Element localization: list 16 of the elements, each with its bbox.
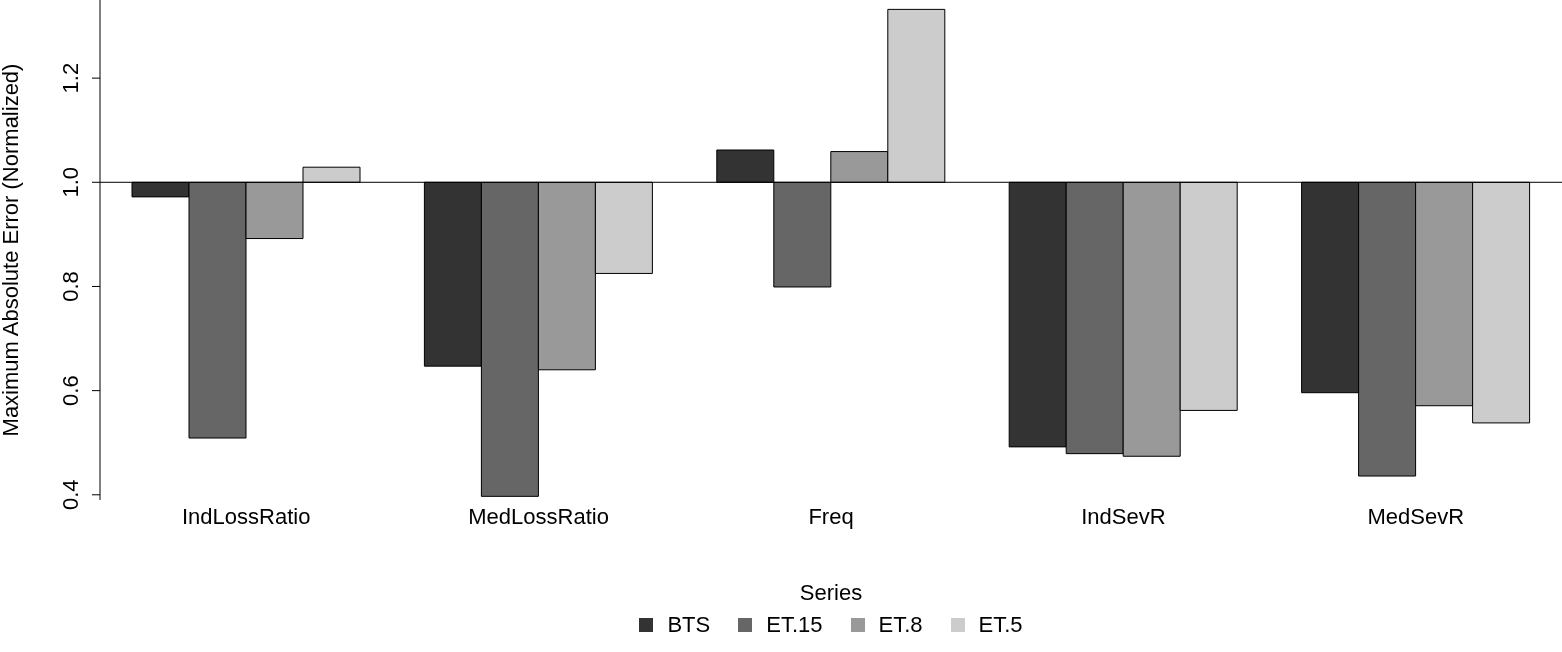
legend-label: ET.15 bbox=[766, 612, 823, 638]
legend-label: ET.8 bbox=[878, 612, 923, 638]
y-tick-label: 1.2 bbox=[58, 62, 83, 94]
y-axis-title: Maximum Absolute Error (Normalized) bbox=[0, 63, 23, 437]
legend-title: Series bbox=[799, 580, 863, 606]
x-tick-label: MedLossRatio bbox=[468, 503, 609, 529]
x-tick-label: IndLossRatio bbox=[181, 503, 311, 529]
y-tick-label: 0.8 bbox=[58, 271, 83, 302]
y-tick-label: 1.0 bbox=[58, 166, 83, 198]
y-tick-label: 0.4 bbox=[58, 479, 83, 511]
legend-label: ET.5 bbox=[978, 612, 1023, 638]
legend-label: BTS bbox=[667, 612, 711, 638]
y-tick-label: 0.6 bbox=[58, 375, 83, 406]
x-tick-label: MedSevR bbox=[1367, 503, 1465, 529]
x-tick-label: IndSevR bbox=[1081, 503, 1166, 529]
x-tick-label: Freq bbox=[808, 503, 854, 529]
